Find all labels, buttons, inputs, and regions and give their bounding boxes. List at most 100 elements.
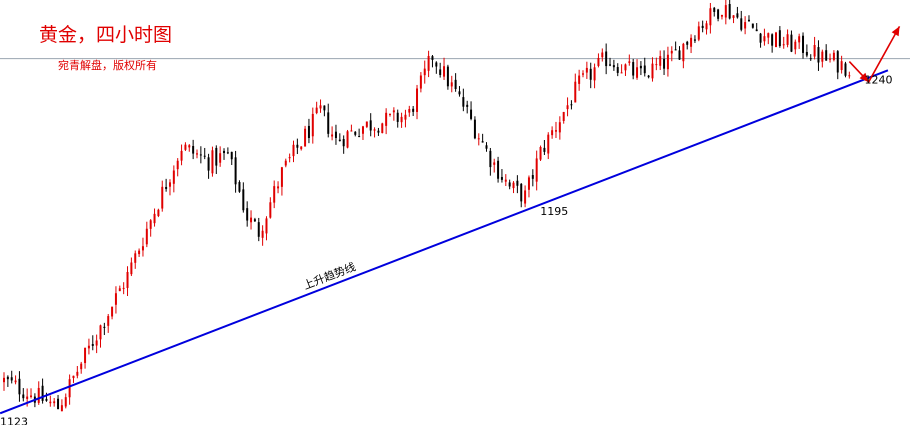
candle — [504, 174, 507, 187]
candle-body — [300, 146, 303, 150]
candle-body — [674, 49, 677, 51]
candle — [3, 372, 5, 391]
candle — [539, 145, 542, 162]
candle — [184, 142, 187, 152]
candle — [419, 72, 422, 93]
candle — [620, 64, 623, 74]
candle — [408, 105, 411, 117]
candle — [763, 28, 766, 46]
candle-body — [396, 112, 399, 122]
candle-body — [196, 153, 198, 155]
candle-body — [211, 150, 214, 174]
candle — [412, 106, 415, 117]
candle — [18, 371, 21, 402]
candle — [277, 181, 280, 194]
candle-body — [404, 114, 407, 120]
candle — [578, 69, 581, 91]
candle — [639, 61, 642, 76]
candle-body — [315, 107, 318, 114]
candle — [790, 30, 793, 53]
candle-body — [547, 134, 550, 154]
candle — [724, 0, 727, 25]
candle — [319, 99, 322, 113]
candle-body — [697, 26, 700, 40]
candle-body — [53, 401, 56, 404]
candle — [172, 165, 175, 193]
candle-body — [226, 152, 229, 154]
candle — [288, 153, 291, 163]
candle-body — [747, 19, 750, 22]
candle — [609, 57, 612, 67]
candle — [651, 57, 654, 82]
candle-body — [558, 122, 561, 133]
candle — [747, 15, 750, 22]
candle — [91, 335, 94, 351]
candle-body — [199, 154, 202, 156]
candle — [798, 33, 801, 49]
candle-body — [277, 186, 280, 189]
candle — [794, 39, 797, 55]
candle — [153, 208, 156, 227]
candle-body — [655, 64, 658, 66]
candle — [771, 33, 774, 53]
candle-body — [609, 64, 612, 66]
candle — [207, 153, 210, 179]
candle-body — [95, 340, 98, 346]
candle — [848, 71, 851, 79]
candle-body — [663, 58, 666, 69]
candle-body — [651, 63, 654, 79]
candle — [304, 125, 307, 147]
candle — [543, 140, 546, 156]
candle — [168, 179, 171, 196]
candle — [663, 50, 666, 75]
candle — [489, 147, 492, 176]
candle — [103, 322, 106, 336]
candle-body — [60, 405, 63, 412]
candle — [250, 210, 253, 230]
candle — [477, 133, 480, 146]
candle — [520, 183, 523, 208]
candle-body — [520, 183, 523, 202]
candle-body — [736, 13, 739, 18]
candle-body — [527, 177, 530, 190]
trendline — [0, 69, 889, 415]
candle-body — [134, 253, 137, 263]
candle-body — [836, 51, 839, 73]
candle-body — [145, 228, 148, 245]
candle-body — [813, 45, 816, 57]
candle-body — [454, 79, 457, 89]
candle-body — [327, 112, 330, 134]
candle-body — [157, 209, 160, 217]
candle-body — [346, 131, 349, 148]
candle — [570, 100, 573, 110]
candle — [134, 250, 137, 269]
candle — [574, 73, 577, 103]
candle-body — [238, 182, 241, 192]
candle-body — [122, 287, 125, 289]
candle-body — [369, 120, 372, 131]
candle — [632, 58, 635, 80]
candle — [404, 109, 407, 128]
candle-body — [593, 67, 596, 81]
candle — [670, 46, 673, 62]
candle-body — [589, 68, 592, 80]
candle-body — [500, 177, 503, 180]
candle — [350, 124, 353, 132]
candle-body — [605, 51, 608, 67]
candle — [22, 388, 25, 402]
candle — [53, 398, 56, 407]
candle-body — [473, 119, 476, 139]
candle-body — [265, 218, 268, 234]
candle-body — [114, 293, 117, 305]
candle-body — [636, 67, 639, 78]
candle-body — [802, 35, 805, 53]
candle — [829, 53, 832, 63]
candle-body — [80, 363, 83, 370]
candle — [149, 219, 152, 237]
candle-body — [597, 57, 600, 66]
candle — [713, 6, 716, 17]
candle — [269, 197, 272, 219]
candle-body — [172, 170, 175, 184]
candle — [315, 101, 318, 115]
candle-body — [296, 144, 299, 148]
